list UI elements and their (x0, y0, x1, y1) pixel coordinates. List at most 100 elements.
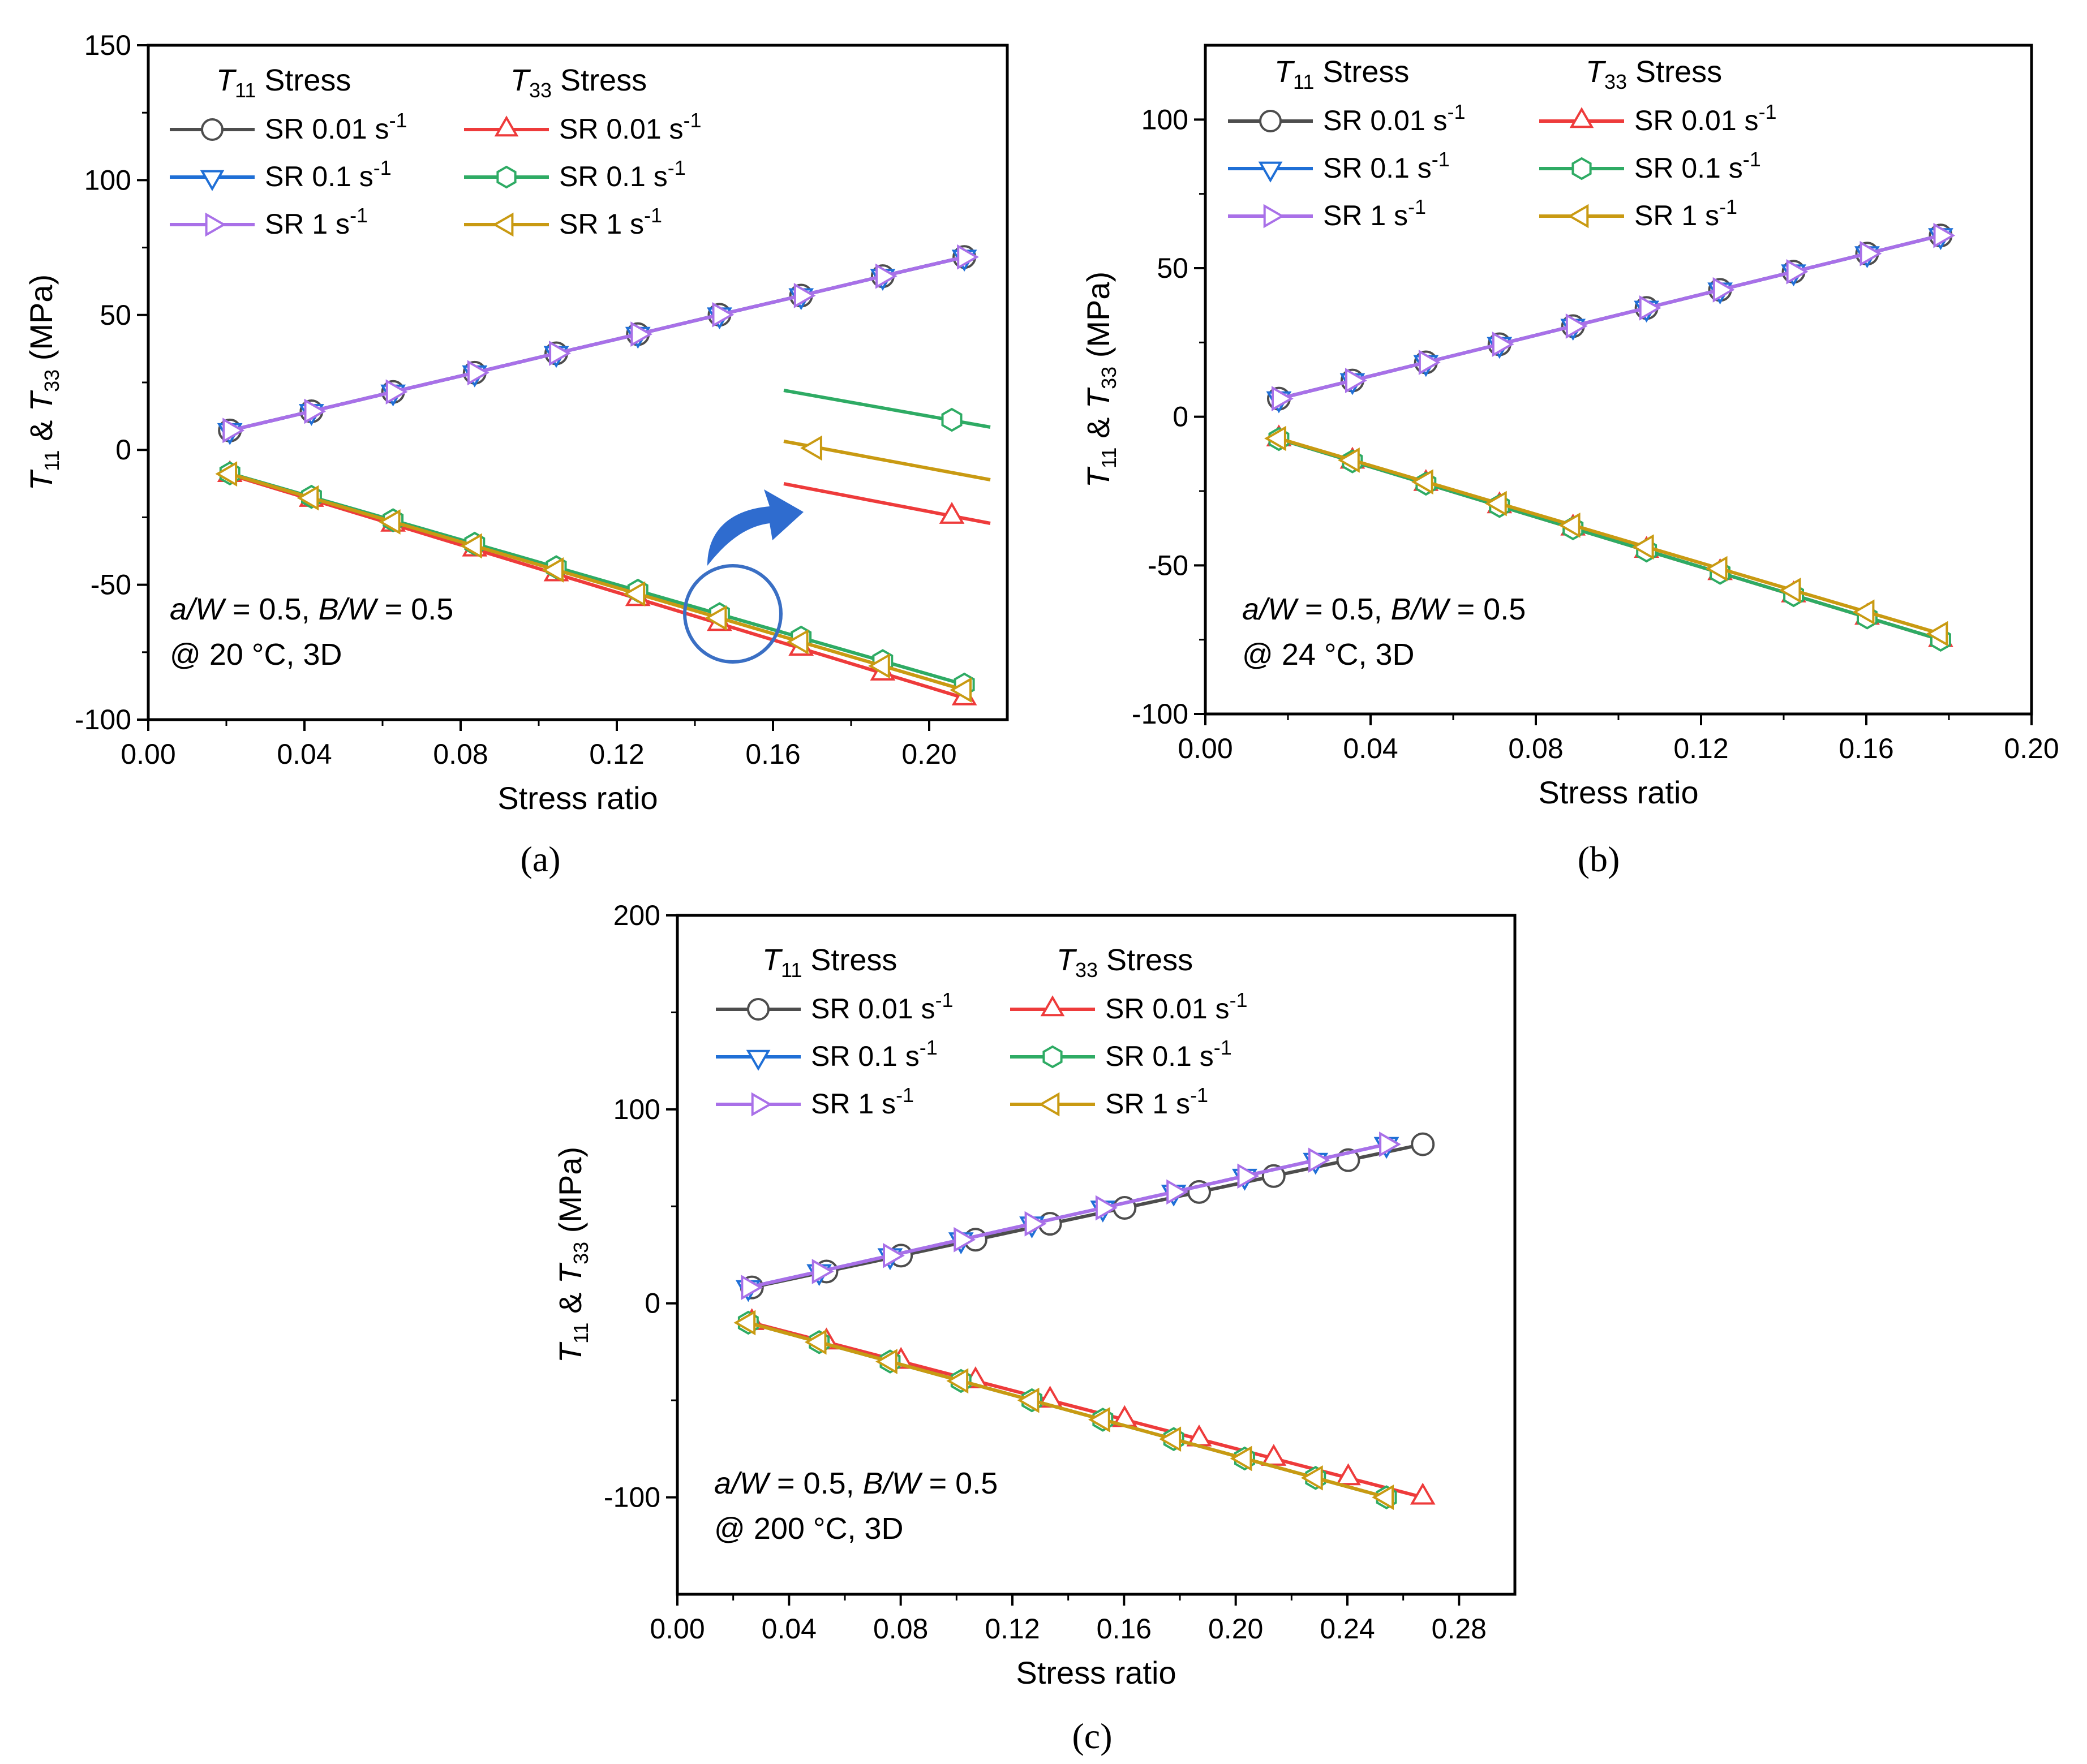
y-axis-title: T11 & T33 (MPa) (1080, 272, 1120, 488)
data-point (786, 629, 809, 655)
condition-annotation: a/W = 0.5, B/W = 0.5 @ 24 °C, 3D (1242, 592, 1526, 672)
data-point (297, 485, 319, 511)
zoom-circle (683, 564, 783, 664)
annotation-condition: @ 24 °C, 3D (1242, 638, 1415, 672)
legend-label: SR 0.1 s-1 (265, 156, 392, 192)
inset-marker (939, 502, 965, 524)
legend-marker (747, 998, 770, 1021)
legend-label: SR 0.01 s-1 (811, 988, 954, 1025)
y-tick-label: 0 (645, 1288, 660, 1319)
legend-t11-header: T11 Stress (216, 63, 351, 102)
data-point (1933, 222, 1956, 248)
series-line (748, 1142, 1387, 1289)
series-t11_1 (1272, 222, 1956, 411)
chart-panel-b: 0.00 0.04 0.08 0.12 0.16 0.20 -100 -50 0 50 100 Str… (1080, 44, 2059, 810)
data-point (1639, 295, 1661, 321)
data-point (946, 1368, 969, 1394)
data-point (542, 557, 564, 583)
series-line (229, 255, 965, 432)
legend-marker (1263, 204, 1285, 229)
legend-label: SR 1 s-1 (559, 204, 662, 240)
annotation-geometry: a/W = 0.5, B/W = 0.5 (170, 592, 453, 626)
data-point (1565, 313, 1588, 339)
legend-marker (1569, 107, 1594, 128)
data-point (957, 244, 979, 270)
legend-label: SR 0.01 s-1 (1105, 988, 1248, 1025)
x-tick-label: 0.04 (762, 1613, 817, 1645)
panel-label-b: (b) (1578, 839, 1620, 879)
legend: T11 Stress T33 Stress SR 0.01 s-1 SR 0.01 s… (1228, 55, 1777, 231)
data-point (385, 379, 408, 405)
y-tick-label: 0 (115, 434, 131, 466)
x-tick-label: 0.24 (1320, 1613, 1375, 1645)
y-tick-label: 100 (1141, 104, 1188, 135)
data-point (1261, 1444, 1287, 1466)
y-tick-label: -100 (604, 1482, 660, 1513)
legend-t11-header: T11 Stress (762, 943, 897, 982)
legend-label: SR 0.1 s-1 (1634, 148, 1761, 184)
data-point (1411, 1132, 1435, 1156)
data-point (1230, 1445, 1252, 1472)
data-point (1860, 240, 1882, 266)
data-point (215, 461, 238, 487)
legend-marker (494, 115, 519, 137)
y-tick-label: 50 (1157, 252, 1188, 284)
series-line (748, 1321, 1387, 1499)
series-t11_1 (222, 244, 979, 444)
annotation-geometry: a/W = 0.5, B/W = 0.5 (1242, 592, 1526, 626)
y-tick-label: -50 (1148, 549, 1188, 581)
x-tick-label: 0.00 (121, 738, 175, 770)
data-point (1345, 368, 1367, 393)
annotation-condition: @ 200 °C, 3D (714, 1512, 904, 1546)
data-point (630, 321, 653, 347)
x-tick-label: 0.04 (277, 738, 332, 770)
data-point (467, 360, 489, 386)
data-point (304, 398, 327, 424)
data-point (1088, 1407, 1110, 1432)
data-point (1335, 1463, 1361, 1486)
data-point (883, 1242, 905, 1268)
data-point (1024, 1211, 1047, 1237)
x-tick-label: 0.28 (1432, 1613, 1487, 1645)
y-tick-label: 100 (84, 164, 131, 196)
data-point (804, 1329, 827, 1355)
data-point (1379, 1131, 1401, 1157)
legend-marker (205, 212, 226, 237)
data-point (1705, 556, 1728, 582)
series-t33_1 (733, 1310, 1394, 1510)
annotation-condition: @ 20 °C, 3D (170, 638, 342, 672)
legend-marker (1042, 1045, 1063, 1069)
x-tick-label: 0.04 (1343, 733, 1398, 764)
panel-label-c: (c) (1072, 1716, 1112, 1756)
legend-label: SR 0.01 s-1 (1323, 100, 1466, 136)
data-point (378, 509, 401, 535)
inset-marker (800, 435, 822, 461)
legend-label: SR 1 s-1 (811, 1083, 914, 1120)
data-point (1558, 513, 1581, 538)
data-point (1095, 1195, 1118, 1221)
zoom-arrow-icon (707, 489, 804, 566)
data-point (1712, 277, 1735, 303)
legend-marker (1040, 995, 1065, 1017)
inset-marker (941, 407, 963, 432)
x-tick-label: 0.12 (985, 1613, 1040, 1645)
data-point (1300, 1465, 1323, 1491)
data-point (1484, 491, 1507, 517)
legend-marker (1038, 1092, 1060, 1117)
data-point (1492, 332, 1514, 357)
chart-panel-a: 0.00 0.04 0.08 0.12 0.16 0.20 -100 -50 0 50 100 150… (23, 29, 1009, 816)
legend-marker (1259, 110, 1282, 132)
legend-label: SR 0.01 s-1 (265, 109, 407, 145)
data-point (712, 302, 735, 328)
data-point (1372, 1485, 1394, 1510)
legend: T11 Stress T33 Stress SR 0.01 s-1 SR 0.01 s… (716, 943, 1248, 1120)
data-point (460, 533, 482, 559)
legend-t33-header: T33 Stress (1057, 943, 1193, 982)
data-point (793, 283, 816, 308)
condition-annotation: a/W = 0.5, B/W = 0.5 @ 200 °C, 3D (714, 1466, 998, 1546)
legend-marker (496, 165, 517, 189)
data-point (1308, 1147, 1330, 1173)
legend-marker (751, 1092, 772, 1117)
y-tick-label: -100 (75, 704, 131, 735)
